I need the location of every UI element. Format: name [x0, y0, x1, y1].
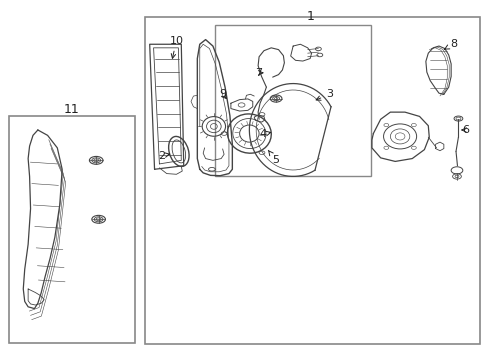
Text: 10: 10 [169, 36, 183, 58]
Text: 7: 7 [255, 68, 263, 78]
Bar [9, 116, 135, 342]
Text: 8: 8 [444, 39, 456, 49]
Text: 4: 4 [259, 129, 270, 139]
Text: 3: 3 [315, 89, 332, 100]
Text: 5: 5 [268, 150, 279, 165]
Bar [215, 24, 370, 176]
Text: 2: 2 [158, 151, 169, 161]
Text: 1: 1 [305, 10, 313, 23]
Text: 9: 9 [219, 89, 226, 99]
Text: 11: 11 [64, 103, 80, 116]
Text: 6: 6 [461, 125, 468, 135]
Bar [144, 18, 479, 344]
